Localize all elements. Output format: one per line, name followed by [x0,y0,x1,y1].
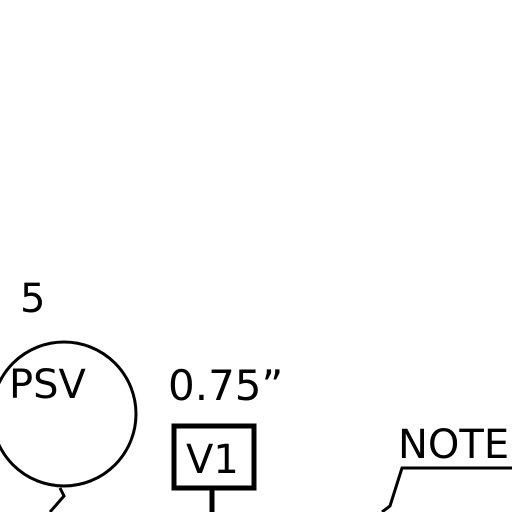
psv-instrument[interactable]: PSV [0,340,138,488]
note-leader-line [381,466,512,512]
psv-connector-line [48,487,66,512]
valve-v1-label: V1 [186,437,239,483]
psv-bubble [0,340,138,488]
psv-label: PSV [9,362,87,408]
valve-size-label: 0.75” [168,361,283,410]
note-label: NOTE [398,422,509,468]
note-callout[interactable]: NOTE [381,422,512,512]
tag-number: 5 [20,276,45,322]
valve-v1[interactable]: V1 [171,423,257,491]
